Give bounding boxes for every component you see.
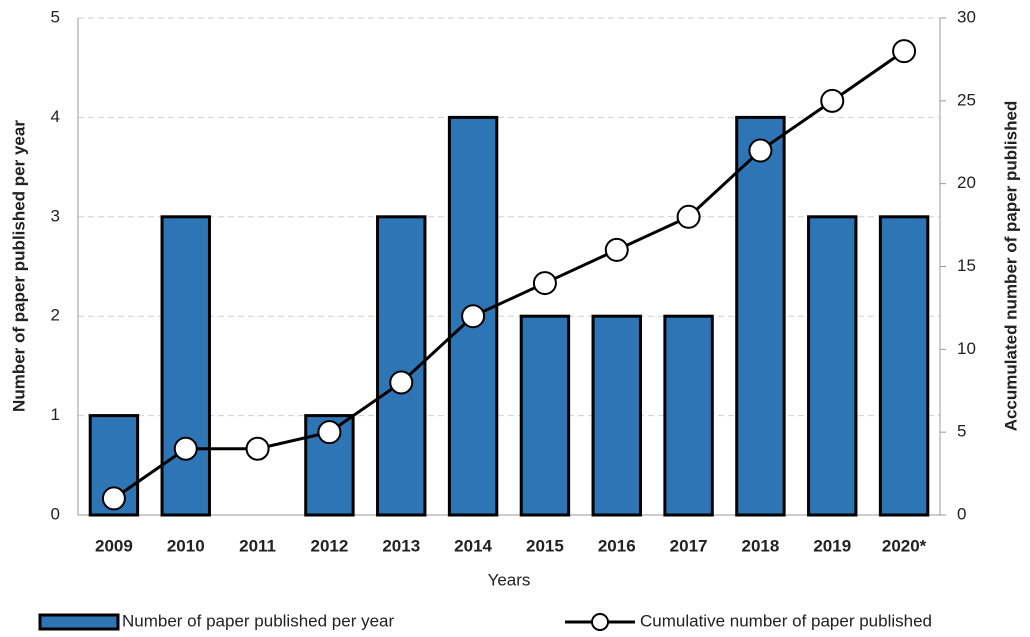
bar bbox=[88, 414, 140, 517]
x-tick-label: 2018 bbox=[742, 536, 780, 555]
y2-tick-label: 25 bbox=[957, 90, 976, 109]
line-marker bbox=[389, 370, 414, 395]
y-tick-label: 0 bbox=[51, 504, 60, 523]
line-marker bbox=[676, 204, 701, 229]
y-tick-label: 5 bbox=[51, 7, 60, 26]
x-tick-label: 2009 bbox=[95, 536, 133, 555]
y-tick-label: 3 bbox=[51, 206, 60, 225]
legend-marker bbox=[591, 613, 609, 631]
y2-axis-title: Accumulated number of paper published bbox=[1001, 101, 1020, 432]
line-marker bbox=[173, 436, 198, 461]
line-marker bbox=[820, 88, 845, 113]
bar bbox=[663, 314, 714, 517]
line-marker bbox=[245, 436, 270, 461]
bar bbox=[160, 215, 211, 517]
bar bbox=[807, 215, 858, 517]
line-marker bbox=[748, 138, 773, 163]
bar bbox=[591, 314, 642, 517]
y2-tick-label: 15 bbox=[957, 256, 976, 275]
x-tick-label: 2017 bbox=[670, 536, 708, 555]
y2-tick-label: 30 bbox=[957, 7, 976, 26]
y-tick-label: 4 bbox=[51, 107, 60, 126]
x-tick-label: 2015 bbox=[526, 536, 564, 555]
x-tick-label: 2020* bbox=[882, 536, 927, 555]
y2-tick-label: 10 bbox=[957, 339, 976, 358]
legend-swatch bbox=[38, 613, 120, 631]
x-tick-label: 2013 bbox=[382, 536, 420, 555]
x-tick-label: 2016 bbox=[598, 536, 636, 555]
y-tick-label: 2 bbox=[51, 306, 60, 325]
x-tick-label: 2011 bbox=[239, 536, 276, 555]
legend-label: Cumulative number of paper published bbox=[640, 611, 932, 630]
line-marker bbox=[892, 39, 917, 64]
y2-tick-label: 20 bbox=[957, 173, 976, 192]
y-axis-title: Number of paper published per year bbox=[9, 120, 28, 412]
bar bbox=[447, 115, 499, 517]
y-tick-label: 1 bbox=[51, 405, 60, 424]
y2-tick-label: 0 bbox=[957, 504, 966, 523]
bar bbox=[878, 215, 930, 517]
line-marker bbox=[532, 271, 557, 296]
legend-label: Number of paper published per year bbox=[122, 611, 394, 630]
line-marker bbox=[101, 486, 126, 511]
bar bbox=[735, 115, 786, 517]
x-tick-label: 2010 bbox=[167, 536, 205, 555]
x-tick-label: 2014 bbox=[454, 536, 492, 555]
bar bbox=[519, 314, 571, 517]
line-marker bbox=[461, 304, 486, 329]
x-axis-title: Years bbox=[488, 570, 531, 589]
line-marker bbox=[604, 237, 629, 262]
line-marker bbox=[317, 420, 342, 445]
y2-tick-label: 5 bbox=[957, 422, 966, 441]
x-tick-label: 2012 bbox=[311, 536, 349, 555]
x-tick-label: 2019 bbox=[813, 536, 851, 555]
